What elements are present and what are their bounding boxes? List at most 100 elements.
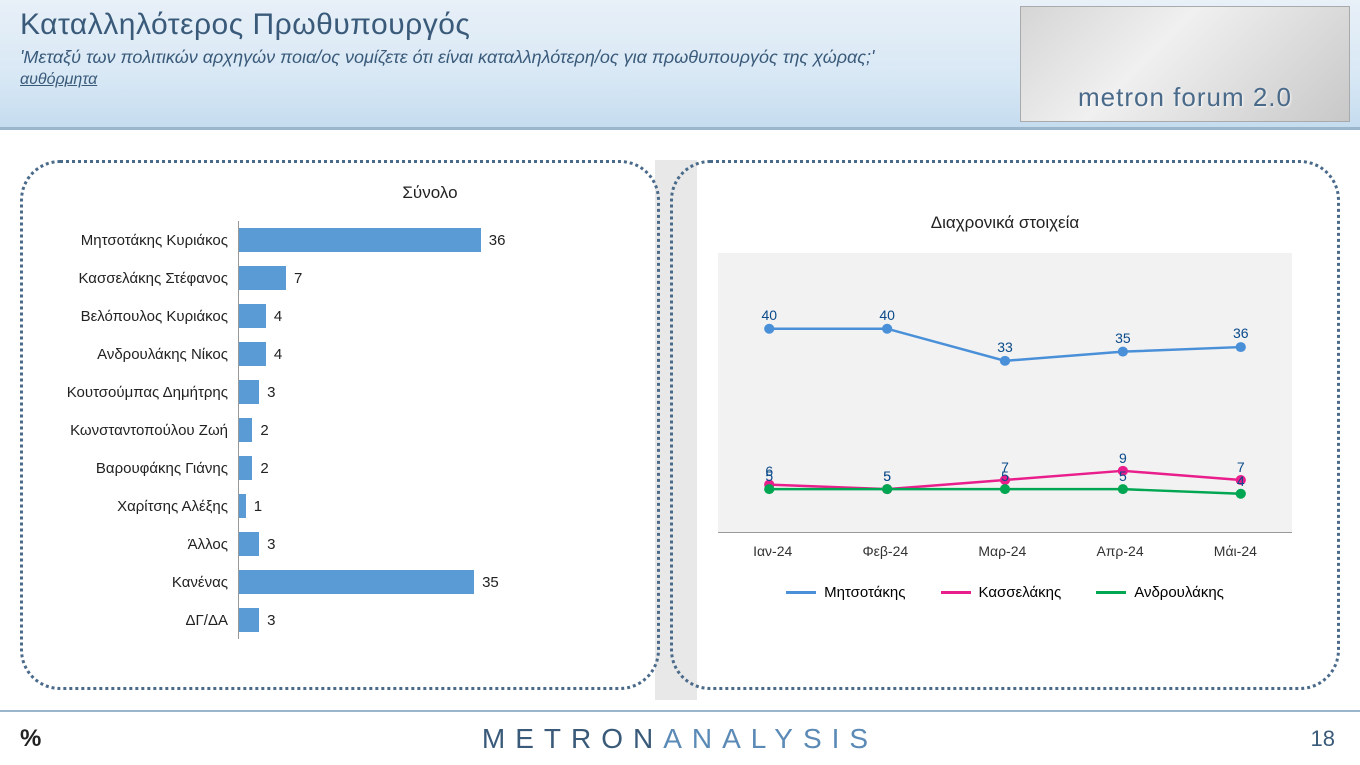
slide-subtitle: 'Μεταξύ των πολιτικών αρχηγών ποια/ος νο… — [20, 46, 920, 69]
bar-fill — [239, 532, 259, 556]
bar-label: Μητσοτάκης Κυριάκος — [38, 232, 238, 249]
line-legend: ΜητσοτάκηςΚασσελάκηςΑνδρουλάκης — [718, 584, 1292, 601]
x-tick-label: Μάι-24 — [1214, 543, 1257, 559]
bar-value: 3 — [267, 536, 275, 553]
series-marker — [764, 484, 774, 494]
bar-row: Κουτσούμπας Δημήτρης 3 — [38, 373, 642, 411]
bar-fill — [239, 608, 259, 632]
bar-track: 35 — [238, 563, 642, 601]
bar-row: Χαρίτσης Αλέξης1 — [38, 487, 642, 525]
point-label: 33 — [997, 339, 1013, 355]
bar-track: 2 — [238, 449, 642, 487]
bar-label: Βαρουφάκης Γιάνης — [38, 460, 238, 477]
line-chart-title: Διαχρονικά στοιχεία — [688, 213, 1322, 233]
bar-label: Κουτσούμπας Δημήτρης — [38, 384, 238, 401]
bar-row: Ανδρουλάκης Νίκος4 — [38, 335, 642, 373]
bar-chart-panel: Σύνολο Μητσοτάκης Κυριάκος36Κασσελάκης Σ… — [20, 160, 660, 690]
percent-symbol: % — [20, 725, 41, 753]
bar-fill — [239, 304, 266, 328]
bar-value: 2 — [260, 422, 268, 439]
bar-label: Βελόπουλος Κυριάκος — [38, 308, 238, 325]
bar-fill — [239, 456, 252, 480]
bar-row: Βελόπουλος Κυριάκος 4 — [38, 297, 642, 335]
bar-fill — [239, 494, 246, 518]
bar-track: 4 — [238, 335, 642, 373]
series-marker — [1236, 342, 1246, 352]
bar-fill — [239, 418, 252, 442]
series-marker — [1118, 347, 1128, 357]
bar-label: Κασσελάκης Στέφανος — [38, 270, 238, 287]
logo-text: metron forum 2.0 — [1078, 82, 1292, 113]
x-tick-label: Φεβ-24 — [862, 543, 908, 559]
point-label: 40 — [761, 307, 777, 323]
bar-value: 35 — [482, 574, 499, 591]
bar-row: Κασσελάκης Στέφανος 7 — [38, 259, 642, 297]
bar-track: 2 — [238, 411, 642, 449]
point-label: 35 — [1115, 330, 1131, 346]
line-chart-panel: Διαχρονικά στοιχεία 40403335366579755554… — [670, 160, 1340, 690]
bar-value: 3 — [267, 384, 275, 401]
point-label: 5 — [883, 468, 891, 484]
bar-row: Άλλος3 — [38, 525, 642, 563]
logo-box: metron forum 2.0 — [1020, 6, 1350, 122]
page-number: 18 — [1311, 726, 1335, 752]
series-marker — [882, 484, 892, 494]
bar-track: 7 — [238, 259, 642, 297]
point-label: 5 — [1001, 468, 1009, 484]
bar-value: 7 — [294, 270, 302, 287]
bar-value: 4 — [274, 308, 282, 325]
series-marker — [764, 324, 774, 334]
bar-label: Κανένας — [38, 574, 238, 591]
line-x-labels: Ιαν-24Φεβ-24Μαρ-24Απρ-24Μάι-24 — [718, 543, 1292, 559]
bar-label: Ανδρουλάκης Νίκος — [38, 346, 238, 363]
footer-brand: METRONANALYSIS — [482, 723, 878, 755]
line-plot-background: 40403335366579755554 — [718, 253, 1292, 533]
series-marker — [1118, 484, 1128, 494]
bar-fill — [239, 342, 266, 366]
footer-brand-a: METRON — [482, 723, 663, 754]
bar-chart-body: Μητσοτάκης Κυριάκος36Κασσελάκης Στέφανος… — [38, 221, 642, 639]
point-label: 5 — [1119, 468, 1127, 484]
slide-footer: % METRONANALYSIS 18 — [0, 710, 1360, 765]
bar-track: 3 — [238, 525, 642, 563]
bar-row: Βαρουφάκης Γιάνης 2 — [38, 449, 642, 487]
bar-value: 3 — [267, 612, 275, 629]
legend-label: Κασσελάκης — [979, 584, 1062, 601]
point-label: 40 — [879, 307, 895, 323]
bar-label: Χαρίτσης Αλέξης — [38, 498, 238, 515]
x-tick-label: Ιαν-24 — [753, 543, 792, 559]
bar-track: 4 — [238, 297, 642, 335]
series-marker — [1236, 489, 1246, 499]
bar-track: 36 — [238, 221, 642, 259]
legend-swatch — [1096, 591, 1126, 594]
bar-track: 1 — [238, 487, 642, 525]
point-label: 36 — [1233, 325, 1249, 341]
bar-row: Μητσοτάκης Κυριάκος36 — [38, 221, 642, 259]
slide-header: Καταλληλότερος Πρωθυπουργός 'Μεταξύ των … — [0, 0, 1360, 130]
bar-fill — [239, 570, 474, 594]
bar-label: ΔΓ/ΔΑ — [38, 612, 238, 629]
bar-fill — [239, 380, 259, 404]
legend-swatch — [786, 591, 816, 594]
bar-fill — [239, 228, 481, 252]
legend-swatch — [941, 591, 971, 594]
bar-chart-title: Σύνολο — [218, 183, 642, 203]
series-marker — [882, 324, 892, 334]
bar-track: 3 — [238, 601, 642, 639]
bar-value: 2 — [260, 460, 268, 477]
point-label: 5 — [765, 468, 773, 484]
line-chart-area: 40403335366579755554 Ιαν-24Φεβ-24Μαρ-24Α… — [718, 253, 1292, 601]
legend-item: Κασσελάκης — [941, 584, 1062, 601]
series-marker — [1000, 484, 1010, 494]
series-marker — [1000, 356, 1010, 366]
bar-label: Κωνσταντοπούλου Ζωή — [38, 422, 238, 439]
point-label: 9 — [1119, 450, 1127, 466]
bar-row: Κωνσταντοπούλου Ζωή 2 — [38, 411, 642, 449]
point-label: 4 — [1237, 473, 1245, 489]
bar-row: Κανένας 35 — [38, 563, 642, 601]
bar-track: 3 — [238, 373, 642, 411]
bar-fill — [239, 266, 286, 290]
legend-label: Ανδρουλάκης — [1134, 584, 1224, 601]
footer-brand-b: ANALYSIS — [663, 723, 878, 754]
x-tick-label: Μαρ-24 — [978, 543, 1026, 559]
